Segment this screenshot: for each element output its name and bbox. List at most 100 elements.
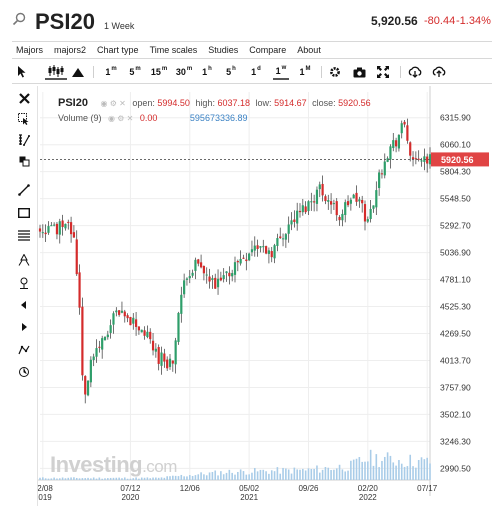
y-tick-label: 4781.10 xyxy=(440,275,471,285)
chart-area[interactable]: 5920.56 6315.90 6060.10 5804.30 5548.50 5292.… xyxy=(38,86,492,506)
volume-bar xyxy=(378,467,380,480)
gear-icon[interactable] xyxy=(328,64,342,80)
measure-icon[interactable] xyxy=(16,364,32,380)
upload-icon[interactable] xyxy=(432,64,446,80)
candle-up xyxy=(41,232,44,234)
menu-majors[interactable]: Majors xyxy=(16,45,44,55)
volume-bar xyxy=(81,478,84,480)
volume-bar xyxy=(282,467,284,480)
candle-up xyxy=(259,246,262,248)
candle-up xyxy=(154,348,157,352)
volume-bar xyxy=(304,470,307,480)
volume-bar xyxy=(403,466,406,480)
x-tick-label: 12/08 xyxy=(38,484,53,493)
candle-down xyxy=(414,158,417,160)
mountain-icon[interactable] xyxy=(71,64,85,80)
volume-bar xyxy=(268,473,270,480)
close-icon[interactable] xyxy=(16,90,32,106)
candle-down xyxy=(361,199,364,204)
volume-bar xyxy=(327,467,330,480)
gann-icon[interactable] xyxy=(16,275,32,291)
volume-bar xyxy=(293,467,296,480)
candle-up xyxy=(233,262,237,275)
menu-majors2[interactable]: majors2 xyxy=(54,45,87,55)
candle-down xyxy=(38,228,42,232)
candle-up xyxy=(109,325,112,333)
candle-down xyxy=(98,346,101,348)
trend-line-icon[interactable] xyxy=(16,182,32,198)
pattern-icon[interactable] xyxy=(16,342,32,358)
candle-down xyxy=(219,277,222,281)
volume-bar xyxy=(75,477,78,480)
volume-bar xyxy=(234,474,236,480)
ohlc-legend: PSI20 ◉ ⚙ ✕ open: 5994.50 high: 6037.18 … xyxy=(58,97,374,109)
candle-up xyxy=(185,278,189,280)
menu-compare[interactable]: Compare xyxy=(249,45,287,55)
candlestick-chart[interactable]: 5920.56 6315.90 6060.10 5804.30 5548.50 5292.… xyxy=(38,86,492,506)
candle-down xyxy=(69,222,73,235)
candle-up xyxy=(101,338,104,350)
volume-bar xyxy=(112,477,115,480)
candle-up xyxy=(253,245,256,251)
volume-bar xyxy=(302,468,304,480)
candle-up xyxy=(344,202,347,216)
fibonacci-icon[interactable] xyxy=(16,132,32,148)
volume-bar xyxy=(44,478,47,480)
pitchfork-icon[interactable] xyxy=(16,252,32,268)
candle-up xyxy=(276,238,279,246)
volume-bar xyxy=(98,477,101,480)
arrow-right-icon[interactable] xyxy=(16,319,32,335)
download-icon[interactable] xyxy=(408,64,422,80)
volume-bar xyxy=(290,473,293,480)
candle-up xyxy=(177,312,180,342)
select-cursor-icon[interactable] xyxy=(16,111,32,127)
volume-bar xyxy=(64,478,67,480)
candle-up xyxy=(310,201,313,203)
camera-icon[interactable] xyxy=(352,64,366,80)
candle-down xyxy=(417,158,420,160)
candle-down xyxy=(171,360,174,364)
candle-up xyxy=(188,276,191,279)
interval-30m[interactable]: 30 m xyxy=(175,66,193,77)
volume-bar xyxy=(118,477,120,480)
candles-icon[interactable] xyxy=(45,64,67,80)
volume-bar xyxy=(109,477,112,480)
copy-icon[interactable] xyxy=(16,153,32,169)
candle-up xyxy=(248,253,251,261)
candle-up xyxy=(205,274,208,276)
search-icon[interactable] xyxy=(12,12,26,31)
volume-bar xyxy=(143,477,146,480)
fullscreen-icon[interactable] xyxy=(376,64,390,80)
interval-15m[interactable]: 15 m xyxy=(150,66,168,77)
volume-bar xyxy=(183,476,185,480)
volume-bar xyxy=(333,469,335,480)
candle-down xyxy=(81,306,84,376)
menu-time-scales[interactable]: Time scales xyxy=(149,45,198,55)
horizontal-lines-icon[interactable] xyxy=(16,227,32,243)
menu-about[interactable]: About xyxy=(297,45,321,55)
cursor-icon[interactable] xyxy=(15,64,29,80)
menu-chart-type[interactable]: Chart type xyxy=(97,45,139,55)
visibility-icon[interactable]: ◉ ⚙ ✕ xyxy=(100,99,126,108)
menu-studies[interactable]: Studies xyxy=(208,45,239,55)
volume-bar xyxy=(406,466,409,480)
arrow-left-icon[interactable] xyxy=(16,297,32,313)
volume-bar xyxy=(123,477,126,480)
volume-bar xyxy=(412,466,414,480)
volume-bar xyxy=(381,460,383,480)
y-tick-label: 4525.30 xyxy=(440,302,471,312)
candle-up xyxy=(375,190,378,208)
volume-visibility-icon[interactable]: ◉ ⚙ ✕ xyxy=(108,114,134,123)
candle-up xyxy=(89,359,92,383)
volume-bar xyxy=(211,471,214,480)
candle-up xyxy=(115,310,118,313)
rectangle-icon[interactable] xyxy=(16,205,32,221)
candle-up xyxy=(222,275,225,280)
